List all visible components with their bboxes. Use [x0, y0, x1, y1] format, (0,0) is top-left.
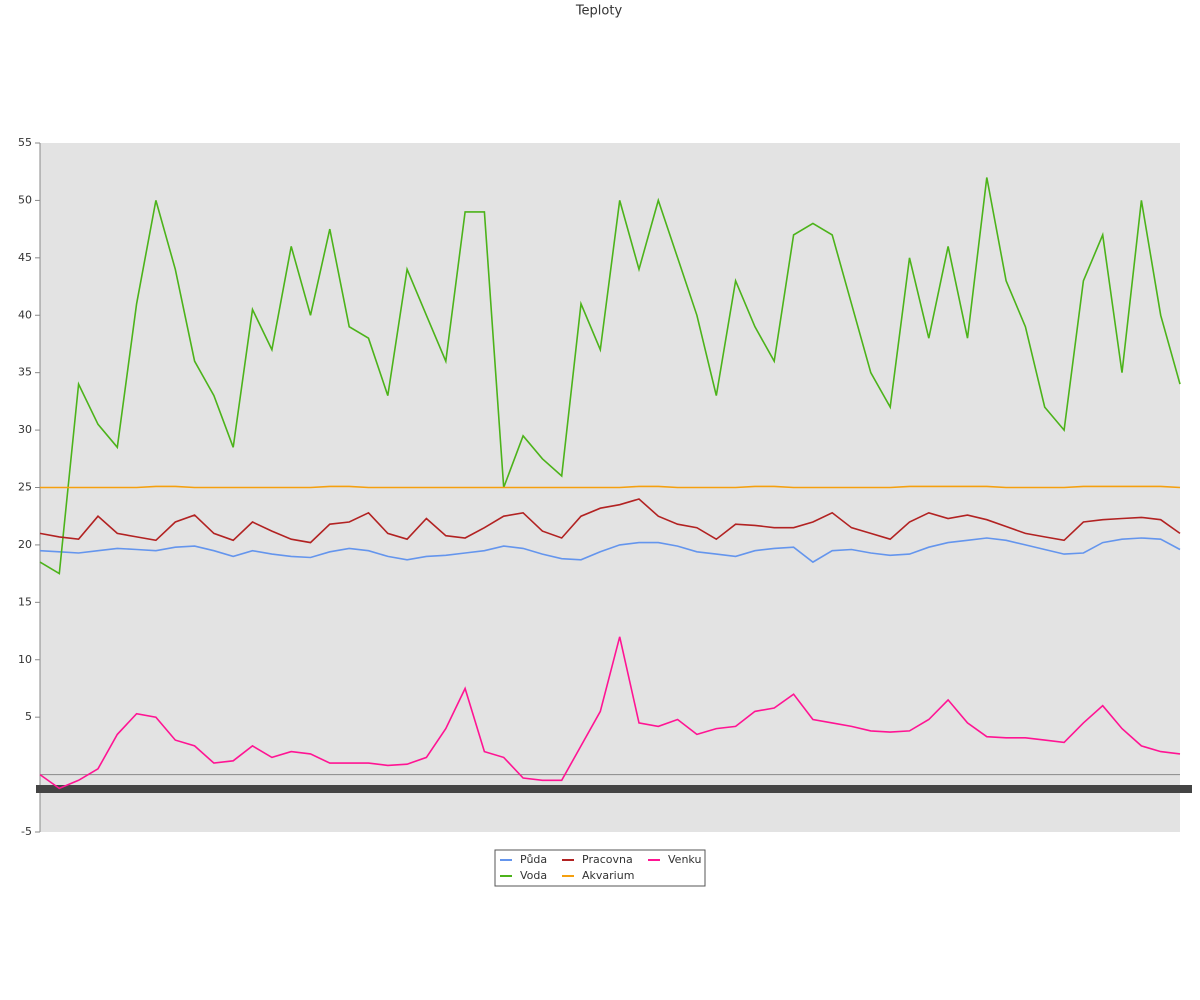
series-line	[39, 636, 1181, 790]
y-tick-label: -5	[21, 825, 32, 838]
y-tick-label: 40	[18, 308, 32, 321]
y-tick-label: 30	[18, 423, 32, 436]
legend-label: Pracovna	[582, 853, 633, 866]
legend-label: Voda	[520, 869, 547, 882]
y-tick-label: 20	[18, 538, 32, 551]
y-tick-label: 25	[18, 481, 32, 494]
legend	[494, 849, 706, 887]
y-tick-label: 50	[18, 193, 32, 206]
y-tick-label: 10	[18, 653, 32, 666]
y-tick-label: 55	[18, 136, 32, 149]
series-line	[40, 485, 1181, 489]
legend-label: Venku	[668, 853, 701, 866]
y-tick-label: 35	[18, 366, 32, 379]
legend-label: Půda	[520, 853, 547, 866]
y-tick-label: 5	[25, 710, 32, 723]
chart-title: Teploty	[575, 4, 623, 19]
y-tick-label: 45	[18, 251, 32, 264]
x-tick-label-band	[36, 785, 1192, 793]
series-line	[39, 498, 1181, 544]
series-line	[39, 537, 1181, 564]
y-tick-label: 15	[18, 595, 32, 608]
series-line	[39, 177, 1181, 575]
legend-label: Akvarium	[582, 869, 634, 882]
